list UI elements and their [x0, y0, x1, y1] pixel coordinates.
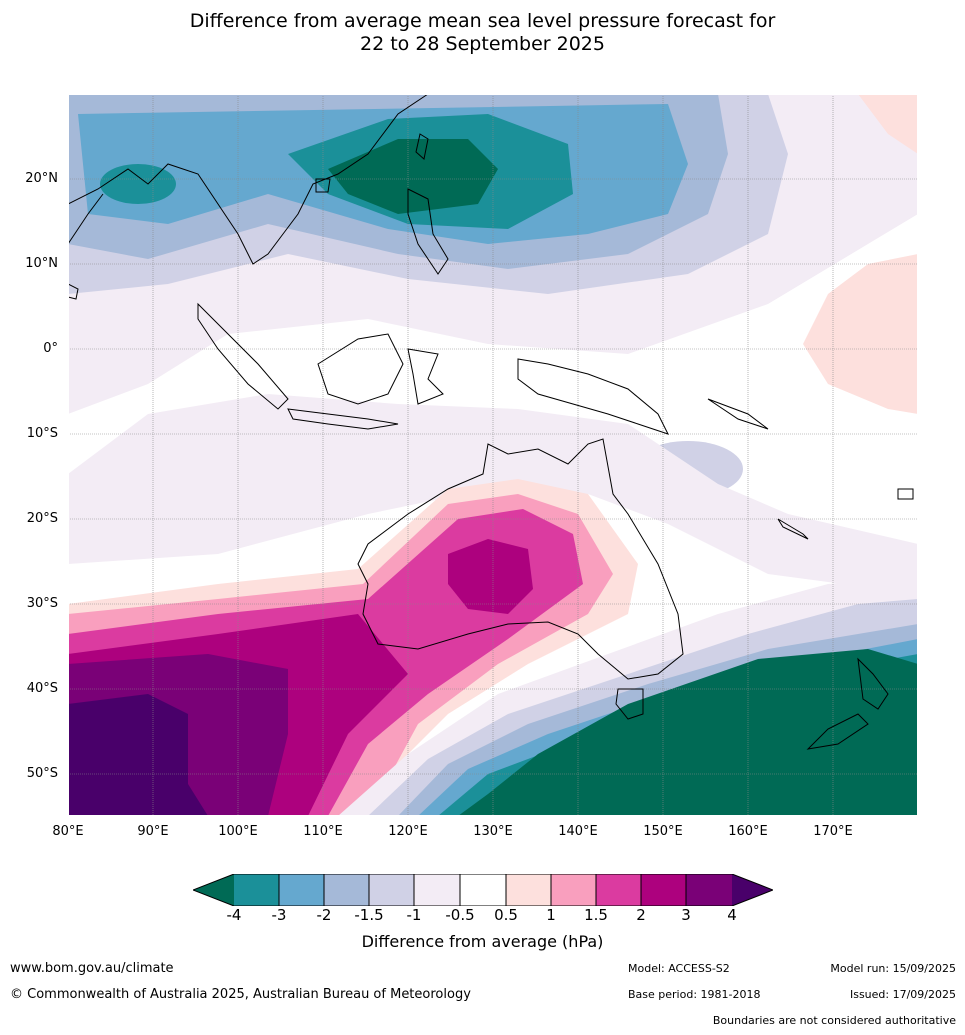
colorbar-swatch — [324, 874, 369, 906]
coast-australia — [357, 438, 684, 680]
lat-label: 40°S — [26, 681, 58, 696]
lon-label: 110°E — [303, 824, 343, 839]
base-period: Base period: 1981-2018 — [628, 988, 761, 1001]
boundaries-disclaimer: Boundaries are not considered authoritat… — [712, 1014, 956, 1027]
coast-mainland-asia — [67, 93, 429, 265]
coast-taiwan — [415, 133, 429, 160]
contour-north-lt4 — [328, 139, 498, 214]
colorbar-swatch — [414, 874, 460, 906]
colorbar-swatch — [279, 874, 324, 906]
contour-pacific-pos — [803, 254, 918, 414]
contour-south-gt4 — [68, 694, 208, 816]
lon-label: 150°E — [643, 824, 683, 839]
lon-label: 130°E — [473, 824, 513, 839]
coast-new-guinea — [517, 358, 669, 435]
colorbar-swatch — [460, 874, 506, 906]
model-run-date: Model run: 15/09/2025 — [830, 962, 956, 975]
lon-label: 170°E — [813, 824, 853, 839]
coastlines — [67, 93, 914, 750]
colorbar-tick-label: 1 — [546, 906, 556, 924]
colorbar-swatch-gt-4 — [732, 874, 773, 906]
pressure-anomaly-map — [67, 93, 918, 816]
contour-ne-pos — [858, 94, 918, 154]
colorbar-swatch — [369, 874, 414, 906]
lat-label: 30°S — [26, 596, 58, 611]
lat-label: 20°S — [26, 511, 58, 526]
coast-solomons — [707, 398, 769, 430]
lon-label: 100°E — [218, 824, 258, 839]
colorbar-tick-label: -1.5 — [354, 906, 384, 924]
colorbar-tick-label: 2 — [636, 906, 646, 924]
lat-label: 0° — [43, 341, 58, 356]
colorbar-swatch — [686, 874, 732, 906]
coast-new-caledonia — [777, 518, 809, 540]
coast-new-zealand-north — [857, 657, 889, 710]
lon-label: 120°E — [388, 824, 428, 839]
colorbar-swatch — [596, 874, 641, 906]
colorbar-dividers — [278, 874, 687, 906]
coast-hainan — [315, 178, 331, 193]
colorbar-swatch-lt-4 — [193, 874, 234, 906]
colorbar-svg — [191, 873, 775, 907]
coast-sumatra — [197, 302, 289, 410]
coast-tasmania — [615, 688, 644, 720]
colorbar-tick-label: 0.5 — [494, 906, 518, 924]
colorbar-title: Difference from average (hPa) — [361, 932, 604, 951]
colorbar-tick-label: -2 — [316, 906, 332, 924]
title-line-2: 22 to 28 September 2025 — [360, 33, 605, 55]
coast-new-zealand-south — [806, 713, 869, 750]
contour-se-lt4 — [458, 649, 918, 816]
lat-label: 20°N — [25, 171, 58, 186]
colorbar-swatch — [506, 874, 551, 906]
map-frame — [68, 94, 918, 816]
colorbar-swatch — [641, 874, 686, 906]
lon-label: 160°E — [728, 824, 768, 839]
colorbar — [191, 873, 775, 907]
colorbar-tick-label: 3 — [681, 906, 691, 924]
coast-java — [287, 408, 399, 430]
contour-bay-bengal — [100, 164, 176, 204]
lat-label: 50°S — [26, 766, 58, 781]
lon-label: 90°E — [137, 824, 169, 839]
colorbar-tick-label: 1.5 — [584, 906, 608, 924]
coast-borneo — [317, 333, 404, 405]
copyright-text: © Commonwealth of Australia 2025, Austra… — [10, 987, 471, 1002]
colorbar-tick-label: -0.5 — [445, 906, 475, 924]
colorbar-tick-label: -1 — [406, 906, 422, 924]
coast-philippines — [407, 188, 449, 275]
colorbar-swatch — [234, 874, 279, 906]
colorbar-tick-label: -3 — [271, 906, 287, 924]
issued-date: Issued: 17/09/2025 — [849, 988, 956, 1001]
contour-west-m1 — [68, 394, 918, 594]
colorbar-tick-label: -4 — [226, 906, 242, 924]
model-name: Model: ACCESS-S2 — [628, 962, 730, 975]
coast-fiji — [897, 488, 914, 500]
coast-india-east — [67, 193, 104, 245]
map-svg — [67, 93, 918, 816]
chart-title: Difference from average mean sea level p… — [0, 10, 965, 56]
lat-label: 10°S — [26, 426, 58, 441]
lon-label: 140°E — [558, 824, 598, 839]
website-link[interactable]: www.bom.gov.au/climate — [10, 961, 174, 976]
lon-label: 80°E — [52, 824, 84, 839]
contour-australia-p2 — [448, 539, 533, 614]
colorbar-swatch — [551, 874, 596, 906]
colorbar-tick-label: 4 — [727, 906, 737, 924]
gridlines — [68, 94, 918, 816]
coast-sulawesi — [407, 348, 444, 405]
lat-label: 10°N — [25, 256, 58, 271]
title-line-1: Difference from average mean sea level p… — [189, 10, 776, 32]
